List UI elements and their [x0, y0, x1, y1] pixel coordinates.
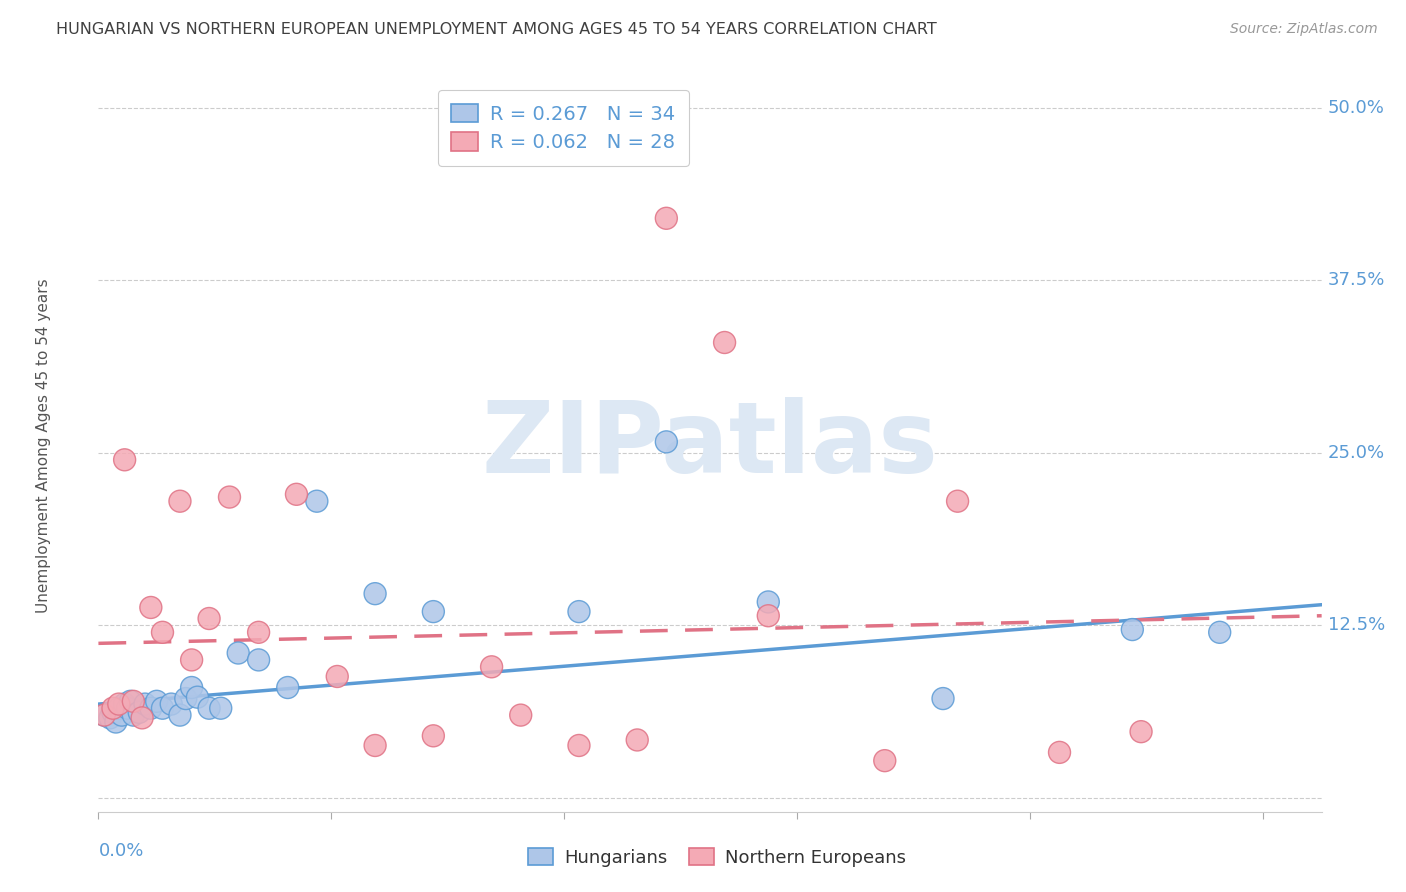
- Ellipse shape: [655, 431, 678, 453]
- Ellipse shape: [180, 676, 202, 698]
- Ellipse shape: [93, 704, 115, 726]
- Ellipse shape: [364, 734, 387, 756]
- Ellipse shape: [247, 622, 270, 643]
- Ellipse shape: [180, 648, 202, 671]
- Ellipse shape: [117, 698, 139, 719]
- Ellipse shape: [120, 690, 142, 713]
- Ellipse shape: [114, 449, 135, 471]
- Ellipse shape: [111, 704, 132, 726]
- Legend: R = 0.267   N = 34, R = 0.062   N = 28: R = 0.267 N = 34, R = 0.062 N = 28: [437, 90, 689, 166]
- Ellipse shape: [160, 693, 183, 715]
- Ellipse shape: [758, 605, 779, 627]
- Text: 12.5%: 12.5%: [1327, 616, 1385, 634]
- Text: ZIPatlas: ZIPatlas: [482, 398, 938, 494]
- Text: Source: ZipAtlas.com: Source: ZipAtlas.com: [1230, 22, 1378, 37]
- Ellipse shape: [364, 582, 387, 605]
- Ellipse shape: [169, 491, 191, 512]
- Ellipse shape: [873, 749, 896, 772]
- Ellipse shape: [103, 698, 124, 719]
- Ellipse shape: [93, 704, 115, 726]
- Ellipse shape: [655, 207, 678, 229]
- Ellipse shape: [568, 734, 591, 756]
- Ellipse shape: [131, 706, 153, 729]
- Ellipse shape: [218, 486, 240, 508]
- Ellipse shape: [1209, 622, 1230, 643]
- Ellipse shape: [326, 665, 349, 688]
- Text: 50.0%: 50.0%: [1327, 99, 1385, 117]
- Ellipse shape: [422, 725, 444, 747]
- Text: 0.0%: 0.0%: [98, 842, 143, 861]
- Ellipse shape: [198, 607, 221, 630]
- Ellipse shape: [114, 693, 135, 715]
- Ellipse shape: [108, 693, 129, 715]
- Ellipse shape: [139, 698, 162, 719]
- Text: 37.5%: 37.5%: [1327, 271, 1385, 289]
- Ellipse shape: [152, 698, 173, 719]
- Text: 25.0%: 25.0%: [1327, 444, 1385, 462]
- Ellipse shape: [169, 704, 191, 726]
- Ellipse shape: [103, 701, 124, 723]
- Ellipse shape: [187, 686, 208, 708]
- Ellipse shape: [209, 698, 232, 719]
- Ellipse shape: [307, 491, 328, 512]
- Ellipse shape: [1122, 618, 1143, 640]
- Ellipse shape: [758, 591, 779, 613]
- Ellipse shape: [1049, 741, 1070, 764]
- Ellipse shape: [105, 711, 127, 733]
- Ellipse shape: [568, 600, 591, 623]
- Ellipse shape: [146, 690, 167, 713]
- Text: Unemployment Among Ages 45 to 54 years: Unemployment Among Ages 45 to 54 years: [37, 278, 51, 614]
- Legend: Hungarians, Northern Europeans: Hungarians, Northern Europeans: [520, 841, 914, 874]
- Ellipse shape: [122, 690, 145, 713]
- Ellipse shape: [198, 698, 221, 719]
- Ellipse shape: [247, 648, 270, 671]
- Ellipse shape: [152, 622, 173, 643]
- Ellipse shape: [277, 676, 298, 698]
- Ellipse shape: [98, 706, 121, 729]
- Ellipse shape: [626, 729, 648, 751]
- Ellipse shape: [128, 701, 150, 723]
- Ellipse shape: [108, 698, 129, 719]
- Ellipse shape: [481, 656, 502, 678]
- Ellipse shape: [134, 693, 156, 715]
- Ellipse shape: [714, 332, 735, 353]
- Ellipse shape: [422, 600, 444, 623]
- Ellipse shape: [174, 688, 197, 709]
- Ellipse shape: [122, 704, 145, 726]
- Ellipse shape: [139, 597, 162, 618]
- Ellipse shape: [510, 704, 531, 726]
- Ellipse shape: [285, 483, 308, 505]
- Ellipse shape: [946, 491, 969, 512]
- Ellipse shape: [228, 642, 249, 664]
- Text: HUNGARIAN VS NORTHERN EUROPEAN UNEMPLOYMENT AMONG AGES 45 TO 54 YEARS CORRELATIO: HUNGARIAN VS NORTHERN EUROPEAN UNEMPLOYM…: [56, 22, 936, 37]
- Ellipse shape: [932, 688, 955, 709]
- Ellipse shape: [1130, 721, 1152, 743]
